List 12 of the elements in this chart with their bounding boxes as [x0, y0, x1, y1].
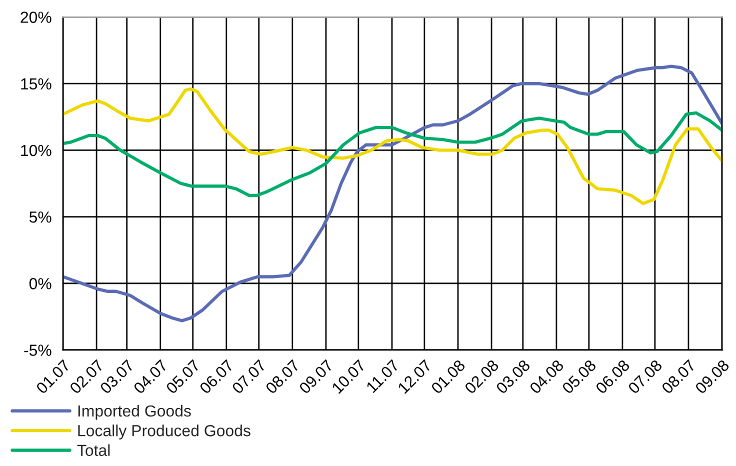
line-series — [63, 87, 722, 206]
line-series — [63, 64, 722, 322]
y-tick-label: 10% — [21, 144, 52, 156]
y-tick-label: -5% — [24, 344, 52, 356]
y-tick-label: 5% — [29, 211, 52, 223]
y-tick-label: 15% — [21, 78, 52, 90]
y-tick-label: 0% — [29, 278, 52, 290]
legend-label: Total — [77, 444, 110, 456]
y-tick-label: 20% — [20, 12, 52, 23]
line-series — [63, 111, 722, 198]
legend-label: Imported Goods — [78, 404, 191, 420]
legend-label: Locally Produced Goods — [78, 424, 250, 440]
